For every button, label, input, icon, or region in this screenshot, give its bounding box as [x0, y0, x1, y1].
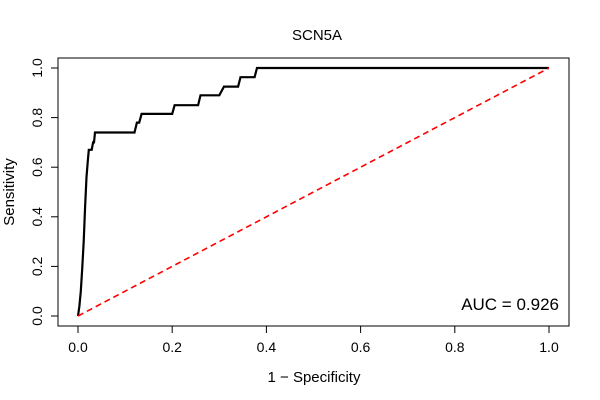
auc-annotation: AUC = 0.926 — [461, 295, 559, 314]
x-tick-label: 0.6 — [351, 339, 371, 355]
x-tick-label: 0.0 — [68, 339, 88, 355]
x-tick-label: 0.8 — [445, 339, 465, 355]
y-tick-label: 0.8 — [29, 108, 45, 128]
y-tick-label: 0.2 — [29, 256, 45, 276]
y-tick-label: 0.6 — [29, 157, 45, 177]
x-axis-title: 1 − Specificity — [268, 369, 361, 386]
x-tick-label: 0.4 — [257, 339, 277, 355]
y-tick-label: 0.0 — [29, 306, 45, 326]
y-axis-title: Sensitivity — [1, 158, 18, 226]
x-tick-label: 0.2 — [162, 339, 182, 355]
chart-title: SCN5A — [292, 27, 342, 44]
series-layer — [76, 66, 550, 317]
y-tick-label: 0.4 — [29, 207, 45, 227]
y-axis: 0.0 0.2 0.4 0.6 0.8 1.0 — [29, 58, 59, 326]
reference-diagonal-line — [77, 67, 550, 317]
x-axis: 0.0 0.2 0.4 0.6 0.8 1.0 — [68, 325, 559, 355]
roc-curve-line — [76, 66, 549, 317]
y-tick-label: 1.0 — [29, 58, 45, 78]
x-tick-label: 1.0 — [539, 339, 559, 355]
